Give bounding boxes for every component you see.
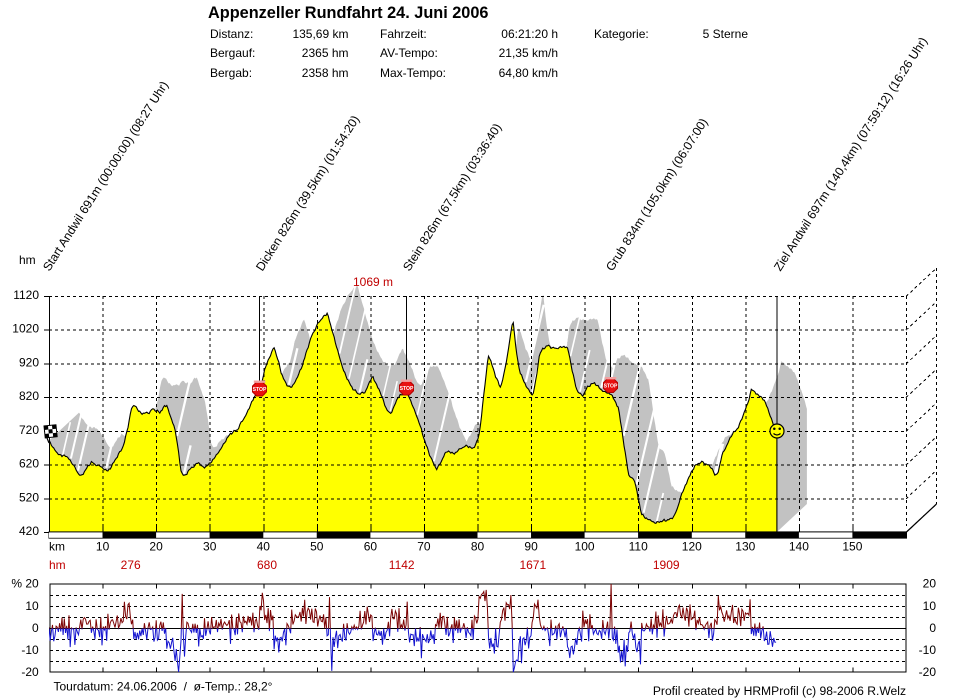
- svg-text:1671: 1671: [519, 558, 546, 572]
- svg-text:km: km: [49, 540, 65, 554]
- svg-text:1909: 1909: [653, 558, 680, 572]
- svg-text:-10: -10: [919, 643, 937, 657]
- svg-text:10: 10: [25, 599, 39, 613]
- svg-text:620: 620: [19, 457, 39, 471]
- svg-text:0: 0: [32, 621, 39, 635]
- svg-text:20: 20: [25, 577, 39, 591]
- svg-text:hm: hm: [49, 558, 66, 572]
- svg-text:820: 820: [19, 389, 39, 403]
- svg-text:140: 140: [789, 540, 809, 554]
- svg-text:0: 0: [929, 621, 936, 635]
- svg-text:50: 50: [310, 540, 324, 554]
- svg-text:520: 520: [19, 490, 39, 504]
- svg-text:1020: 1020: [12, 322, 39, 336]
- svg-text:STOP: STOP: [400, 386, 414, 392]
- svg-text:420: 420: [19, 524, 39, 538]
- svg-text:Tourdatum: 24.06.2006 / ø-Te: Tourdatum: 24.06.2006 / ø-Temp.: 28,2°: [54, 680, 273, 694]
- svg-text:-20: -20: [919, 665, 937, 679]
- svg-text:680: 680: [257, 558, 277, 572]
- svg-text:60: 60: [364, 540, 378, 554]
- svg-text:30: 30: [203, 540, 217, 554]
- svg-text:100: 100: [575, 540, 595, 554]
- svg-text:STOP: STOP: [604, 384, 618, 390]
- svg-text:40: 40: [257, 540, 271, 554]
- svg-text:276: 276: [121, 558, 141, 572]
- svg-text:120: 120: [682, 540, 702, 554]
- svg-text:%: %: [11, 577, 22, 591]
- svg-text:10: 10: [923, 599, 937, 613]
- svg-text:-20: -20: [21, 665, 39, 679]
- svg-text:70: 70: [417, 540, 431, 554]
- svg-text:150: 150: [842, 540, 862, 554]
- svg-text:20: 20: [149, 540, 163, 554]
- svg-text:20: 20: [923, 577, 937, 591]
- svg-text:110: 110: [629, 540, 648, 554]
- svg-text:720: 720: [19, 423, 39, 437]
- svg-text:hm: hm: [19, 253, 36, 267]
- svg-text:STOP: STOP: [253, 387, 267, 393]
- svg-text:130: 130: [735, 540, 755, 554]
- svg-text:1142: 1142: [389, 558, 415, 572]
- svg-text:10: 10: [96, 540, 110, 554]
- svg-text:-10: -10: [21, 643, 39, 657]
- svg-text:Profil created by HRMProfil (c: Profil created by HRMProfil (c) 98-2006 …: [653, 684, 906, 698]
- svg-text:90: 90: [524, 540, 538, 554]
- svg-text:920: 920: [19, 355, 39, 369]
- svg-text:1120: 1120: [13, 288, 39, 302]
- svg-text:80: 80: [471, 540, 485, 554]
- svg-text:1069 m: 1069 m: [353, 275, 393, 289]
